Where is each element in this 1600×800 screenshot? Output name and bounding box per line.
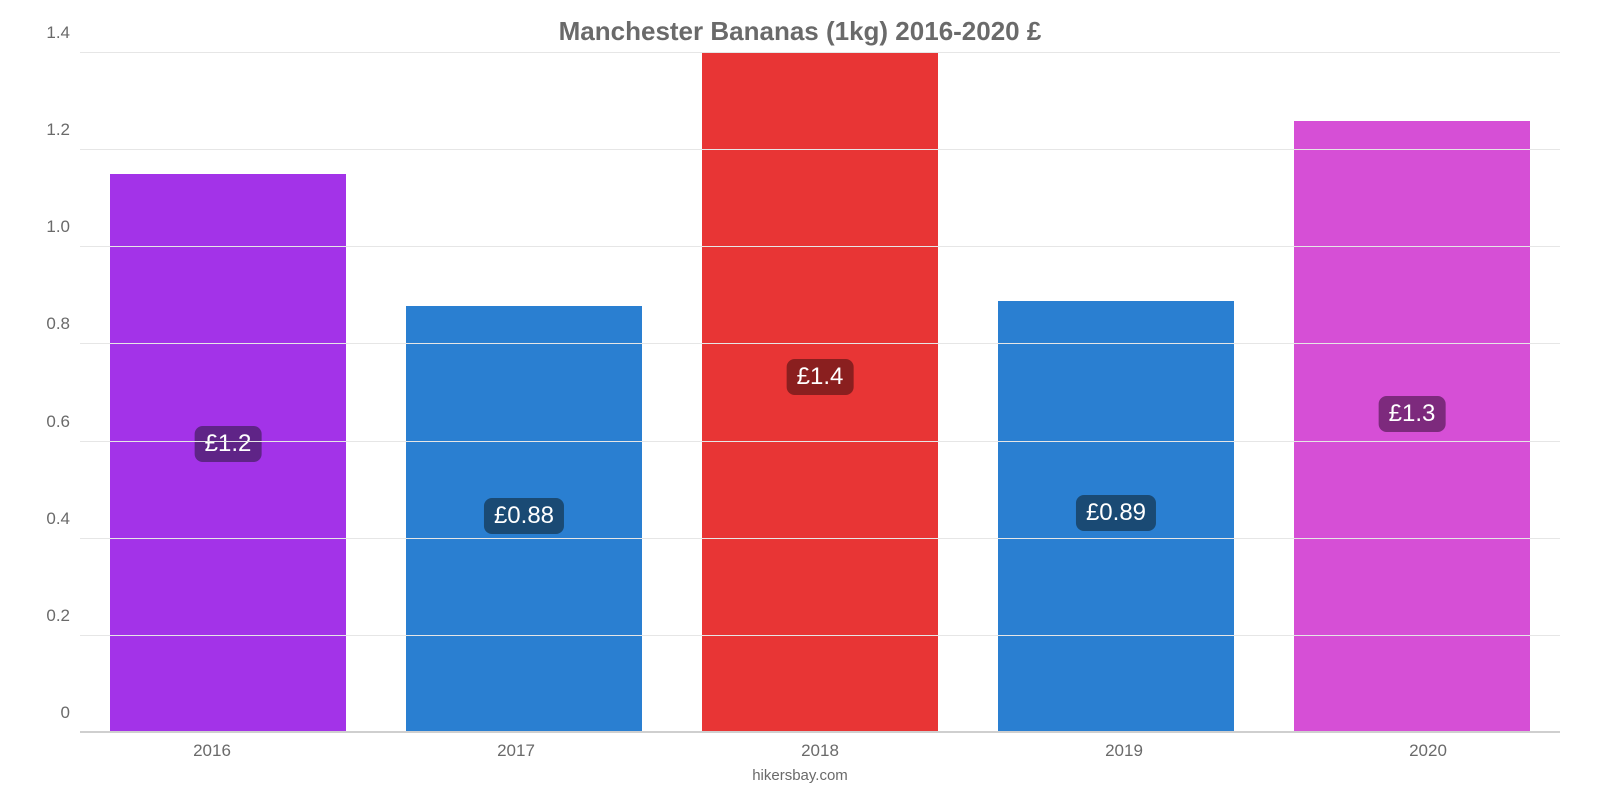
bar-value-label: £1.4 <box>787 359 854 395</box>
credit-text: hikersbay.com <box>0 767 1600 784</box>
chart-title: Manchester Bananas (1kg) 2016-2020 £ <box>20 16 1580 47</box>
chart-container: Manchester Bananas (1kg) 2016-2020 £ £1.… <box>0 0 1600 800</box>
bar: £1.2 <box>110 174 347 733</box>
bar-slot: £1.3 <box>1264 53 1560 733</box>
x-tick-label: 2018 <box>668 741 972 761</box>
bar: £0.89 <box>998 301 1235 733</box>
bar: £1.4 <box>702 53 939 733</box>
x-tick-label: 2016 <box>60 741 364 761</box>
y-tick-label: 0 <box>32 703 80 723</box>
bar-value-label: £0.88 <box>484 498 564 534</box>
gridline <box>80 343 1560 344</box>
x-tick-label: 2017 <box>364 741 668 761</box>
gridline <box>80 52 1560 53</box>
bars-group: £1.2 £0.88 £1.4 £0.89 £1.3 <box>80 53 1560 733</box>
bar-slot: £1.4 <box>672 53 968 733</box>
plot-region: £1.2£0.88£1.4£0.89£1.3 00.20.40.60.81.01… <box>80 53 1560 733</box>
y-tick-label: 1.4 <box>32 23 80 43</box>
gridline <box>80 441 1560 442</box>
bar-value-label: £1.3 <box>1379 396 1446 432</box>
bar: £1.3 <box>1294 121 1531 733</box>
bar: £0.88 <box>406 306 643 733</box>
y-tick-label: 1.2 <box>32 120 80 140</box>
gridline <box>80 635 1560 636</box>
baseline <box>80 731 1560 733</box>
bar-slot: £0.89 <box>968 53 1264 733</box>
x-axis-labels: 20162017201820192020 <box>60 741 1580 761</box>
y-tick-label: 0.2 <box>32 606 80 626</box>
bar-slot: £1.2 <box>80 53 376 733</box>
y-tick-label: 0.8 <box>32 314 80 334</box>
x-tick-label: 2019 <box>972 741 1276 761</box>
plot-area: £1.2£0.88£1.4£0.89£1.3 00.20.40.60.81.01… <box>80 53 1560 733</box>
bar-value-label: £1.2 <box>195 426 262 462</box>
x-tick-label: 2020 <box>1276 741 1580 761</box>
gridline <box>80 538 1560 539</box>
bar-slot: £0.88 <box>376 53 672 733</box>
gridline <box>80 149 1560 150</box>
y-tick-label: 1.0 <box>32 217 80 237</box>
bar-value-label: £0.89 <box>1076 495 1156 531</box>
y-tick-label: 0.4 <box>32 509 80 529</box>
y-tick-label: 0.6 <box>32 412 80 432</box>
gridline <box>80 246 1560 247</box>
